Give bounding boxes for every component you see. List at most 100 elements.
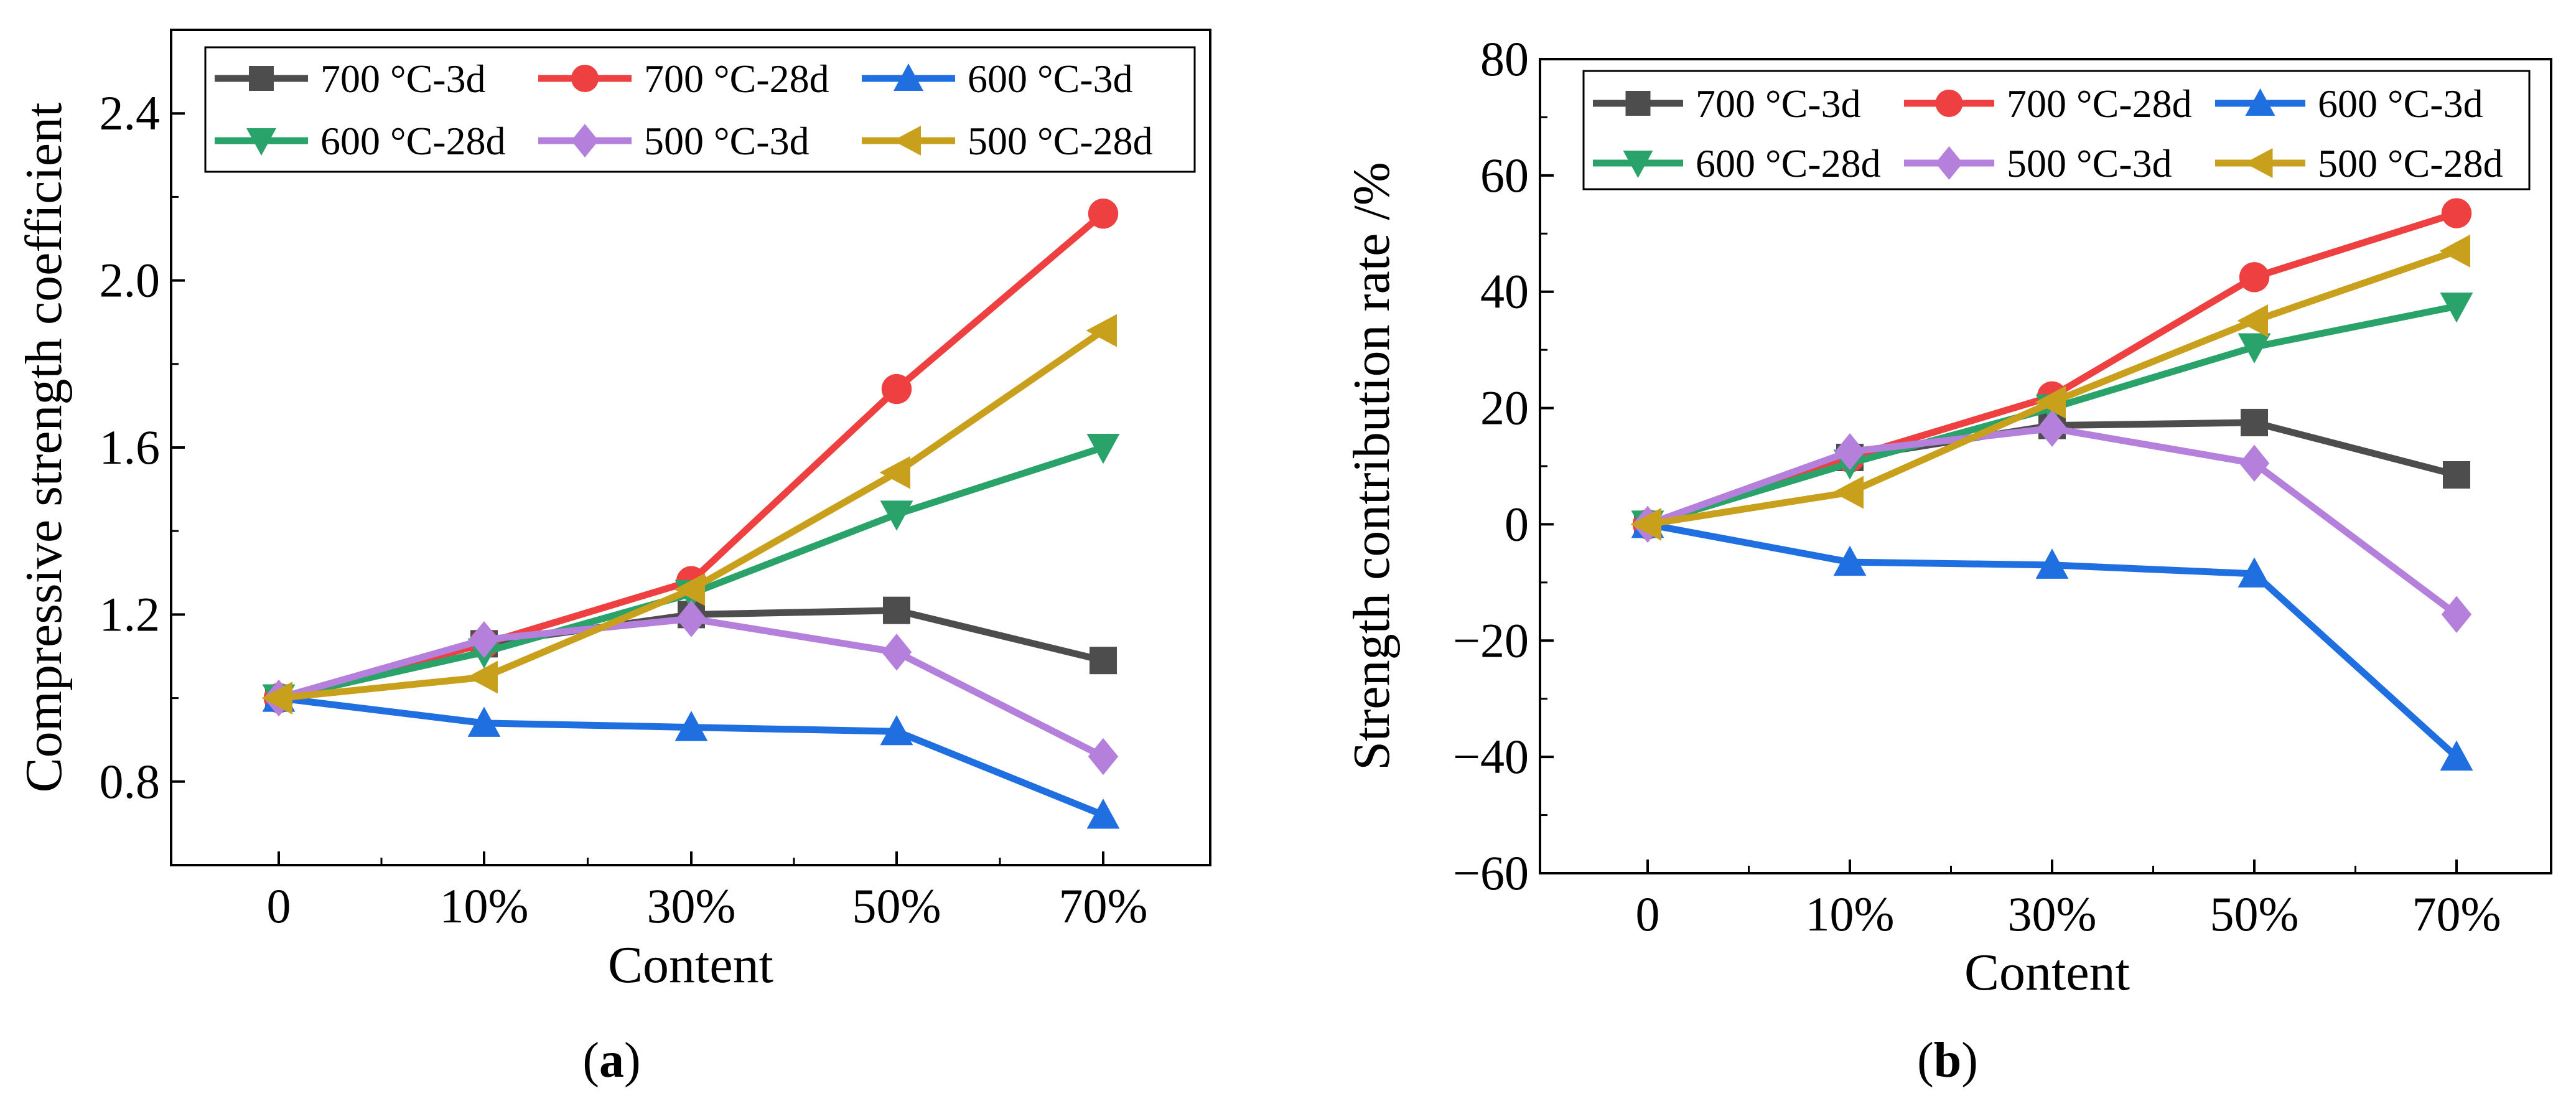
legend-label: 600 °C-3d (2318, 82, 2483, 126)
data-point (1088, 738, 1119, 775)
y-tick-label: 40 (1480, 265, 1529, 319)
data-point (2440, 740, 2473, 771)
legend-label: 500 °C-28d (968, 119, 1153, 163)
data-point (1086, 434, 1120, 464)
y-tick-label: −20 (1453, 613, 1529, 667)
x-axis-title-a: Content (608, 936, 773, 994)
legend-marker (571, 65, 599, 92)
axes-b: −60 −40 −20 0 20 40 60 80 0 10% 30% 50% 70% (1453, 32, 2501, 941)
legend-marker (246, 128, 276, 156)
axes-a: 0.8 1.2 1.6 2.0 2.4 0 10% 30% 50% 70% (100, 29, 1148, 933)
x-tick-label: 0 (1636, 887, 1660, 941)
legend-b: 700 °C-3d 700 °C-28d 600 °C-3d 600 °C-28d 50… (1582, 70, 2531, 190)
legend-entry: 700 °C-28d (1904, 82, 2192, 126)
data-point (879, 456, 910, 489)
legend-label: 600 °C-28d (1696, 141, 1881, 185)
legend-label: 700 °C-28d (644, 57, 829, 101)
legend-entry: 500 °C-28d (2215, 141, 2503, 185)
x-tick-label: 30% (2008, 887, 2097, 941)
y-tick-label: 2.4 (100, 86, 161, 140)
series-triangle-left (1630, 234, 2470, 541)
data-point (469, 621, 500, 658)
data-point (261, 682, 292, 714)
panel-b: −60 −40 −20 0 20 40 60 80 0 10% 30% 50% 70% 700 °C-3… (1343, 32, 2552, 1088)
data-point (881, 634, 912, 671)
y-tick-label: 0 (1505, 497, 1529, 551)
legend-entry: 600 °C-28d (1593, 141, 1881, 185)
data-point (467, 706, 501, 737)
legend-label: 700 °C-3d (320, 57, 486, 101)
legend-marker (1625, 91, 1651, 116)
data-point (2238, 333, 2271, 363)
legend-label: 600 °C-28d (320, 119, 506, 163)
series-layer-b (1630, 198, 2473, 771)
legend-label: 500 °C-28d (2318, 141, 2503, 185)
data-point (2441, 596, 2472, 633)
legend-box-a (204, 46, 1196, 173)
legend-marker (2244, 148, 2273, 178)
data-point (2440, 293, 2473, 323)
legend-label: 500 °C-3d (2007, 141, 2172, 185)
data-point (2237, 304, 2268, 337)
x-tick-label: 0 (267, 879, 291, 933)
legend-label: 700 °C-3d (1696, 82, 1861, 126)
data-point (676, 600, 707, 637)
x-tick-label: 70% (2412, 887, 2501, 941)
panel-caption-a: (a) (582, 1033, 640, 1088)
data-point (1088, 199, 1119, 229)
panel-caption-b: (b) (1917, 1033, 1978, 1088)
data-point (2037, 410, 2068, 447)
y-tick-label: 1.2 (100, 587, 161, 641)
legend-label: 500 °C-3d (644, 119, 810, 163)
legend-entry: 700 °C-28d (538, 57, 829, 101)
legend-label: 700 °C-28d (2007, 82, 2192, 126)
x-tick-label: 10% (1806, 887, 1895, 941)
data-point (1833, 545, 1867, 576)
data-point (2441, 198, 2472, 228)
data-point (2035, 385, 2066, 419)
data-point (1832, 476, 1864, 509)
series-triangle-up (1631, 508, 2473, 771)
legend-marker (1935, 146, 1963, 180)
series-line (1646, 424, 2459, 617)
data-point (2241, 408, 2268, 436)
data-point (2239, 444, 2270, 482)
legend-marker (2245, 88, 2275, 116)
data-point (1090, 647, 1117, 675)
legend-marker (249, 66, 274, 91)
data-point (2439, 234, 2470, 268)
series-triangle-up (262, 682, 1120, 829)
data-point (1834, 433, 1865, 471)
legend-entry: 700 °C-3d (1593, 82, 1861, 126)
data-point (2239, 262, 2270, 293)
x-tick-label: 50% (852, 879, 941, 933)
legend-entry: 500 °C-28d (862, 119, 1153, 163)
data-point (883, 596, 910, 624)
legend-a: 700 °C-3d 700 °C-28d 600 °C-3d 600 °C-28d 50… (204, 46, 1196, 173)
x-tick-label: 10% (440, 879, 529, 933)
legend-entry: 600 °C-3d (2215, 82, 2483, 126)
legend-entry: 500 °C-3d (538, 119, 810, 163)
data-point (674, 573, 705, 606)
data-point (674, 711, 708, 741)
data-point (2035, 548, 2069, 579)
legend-marker (571, 124, 599, 157)
y-tick-label: −40 (1453, 729, 1529, 784)
legend-entry: 600 °C-3d (862, 57, 1133, 101)
data-point (2443, 461, 2470, 489)
y-tick-label: 0.8 (100, 754, 161, 808)
data-point (1086, 799, 1120, 829)
series-triangle-left (261, 314, 1117, 714)
legend-marker (1623, 151, 1653, 178)
x-tick-label: 30% (647, 879, 736, 933)
y-axis-title-b: Strength contribution rate /% (1343, 162, 1401, 770)
series-line (278, 327, 1106, 702)
y-tick-label: −60 (1453, 846, 1529, 900)
data-point (467, 660, 498, 694)
data-point (880, 714, 913, 746)
x-tick-label: 70% (1059, 879, 1148, 933)
legend-label: 600 °C-3d (968, 57, 1133, 101)
y-axis-title-a: Compressive strength coefficient (15, 103, 73, 793)
y-tick-label: 80 (1480, 32, 1529, 86)
